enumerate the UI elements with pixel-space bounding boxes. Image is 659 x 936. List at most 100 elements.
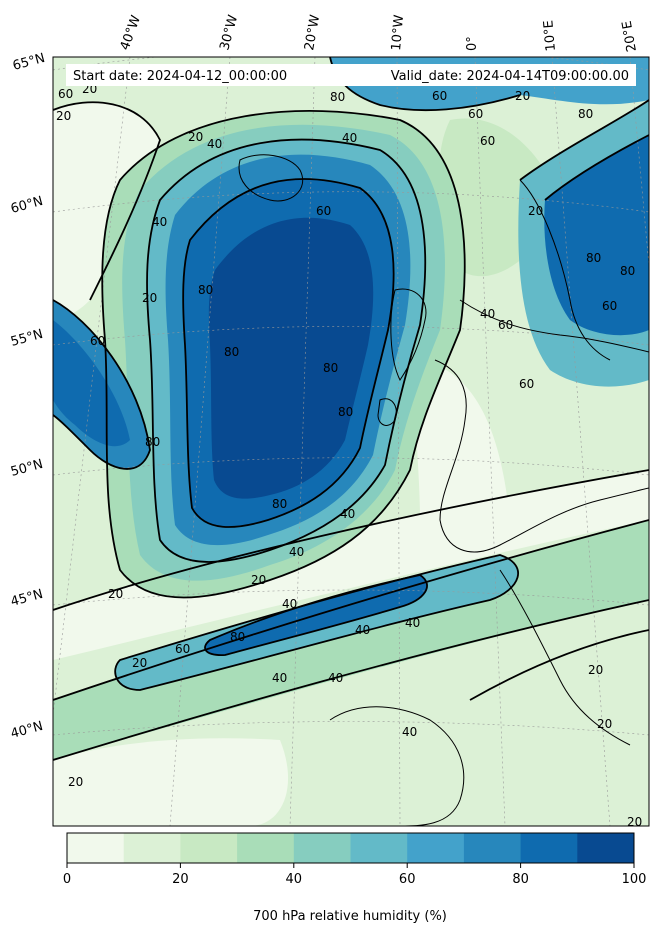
- contour-label: 80: [586, 251, 601, 265]
- contour-label: 60: [90, 334, 105, 348]
- colorbar-swatch: [463, 833, 522, 863]
- lon-label: 10°E: [541, 20, 559, 52]
- longitude-labels: 40°W 30°W 20°W 10°W 0° 10°E 20°E: [118, 13, 640, 53]
- contour-label: 40: [207, 137, 222, 151]
- valid-date-text: Valid_date: 2024-04-14T09:00:00.00: [391, 69, 629, 84]
- contour-label: 20: [597, 717, 612, 731]
- humid-core-west: [53, 320, 130, 447]
- colorbar-ticks: 0 20 40 60 80 100: [63, 863, 647, 887]
- colorbar-tick-label: 0: [63, 872, 71, 887]
- coast-ireland: [377, 398, 397, 426]
- contour-label: 40: [282, 597, 297, 611]
- colorbar-title: 700 hPa relative humidity (%): [253, 909, 447, 924]
- contour-label: 40: [289, 545, 304, 559]
- colorbar-swatch: [180, 833, 238, 863]
- contour-label: 80: [198, 283, 213, 297]
- contour-label: 60: [316, 204, 331, 218]
- contour-label: 20: [56, 109, 71, 123]
- contour-label: 60: [175, 642, 190, 656]
- humid-core-northeast: [544, 135, 649, 336]
- lat-label: 60°N: [9, 194, 45, 217]
- coastlines: [238, 154, 649, 826]
- contour-label: 80: [145, 435, 160, 449]
- map-frame: [52, 56, 650, 827]
- coast-italy: [499, 569, 631, 746]
- lon-label: 30°W: [217, 13, 241, 52]
- colorbar-tick-label: 40: [286, 872, 303, 887]
- dry-zone-southwest: [53, 738, 289, 826]
- contour-label: 40: [342, 131, 357, 145]
- contour-label: 40: [402, 725, 417, 739]
- contour-label: 80: [272, 497, 287, 511]
- graticule: [53, 57, 649, 826]
- coast-iceland: [238, 154, 304, 202]
- colorbar-swatch: [577, 833, 635, 863]
- contour-label: 40: [152, 215, 167, 229]
- contour-label: 40: [480, 307, 495, 321]
- contour-label: 80: [578, 107, 593, 121]
- contour-label: 40: [340, 507, 355, 521]
- coast-europe-west: [434, 359, 649, 553]
- coast-iberia: [329, 706, 465, 826]
- start-date-text: Start date: 2024-04-12_00:00:00: [73, 69, 287, 84]
- contour-label: 20: [132, 656, 147, 670]
- contour-label-group: 20 40 20 40 80 60 40 80 80 80 80 60 80 8…: [56, 82, 642, 829]
- colorbar-swatch: [237, 833, 295, 863]
- contour-label: 60: [480, 134, 495, 148]
- contour-label: 80: [620, 264, 635, 278]
- contour-label: 60: [468, 107, 483, 121]
- contour-label: 20: [515, 89, 530, 103]
- contour-label: 40: [355, 623, 370, 637]
- colorbar-tick-label: 60: [399, 872, 416, 887]
- humid-core: [208, 217, 374, 499]
- lat-label: 65°N: [11, 51, 47, 74]
- lat-label: 40°N: [9, 719, 45, 742]
- contour-label: 20: [627, 815, 642, 829]
- colorbar: 0 20 40 60 80 100 700 hPa relative humidity (…: [63, 832, 647, 924]
- contour-label: 60: [432, 89, 447, 103]
- colorbar-tick-label: 80: [512, 872, 529, 887]
- colorbar-swatch: [123, 833, 181, 863]
- contour-label: 40: [272, 671, 287, 685]
- coast-scandinavia: [519, 179, 611, 361]
- colorbar-swatch: [293, 833, 351, 863]
- latitude-labels: 65°N 60°N 55°N 50°N 45°N 40°N: [9, 51, 47, 742]
- lon-label: 10°W: [389, 14, 407, 51]
- contour-label: 80: [338, 405, 353, 419]
- contour-label: 60: [602, 299, 617, 313]
- lat-label: 45°N: [9, 587, 45, 610]
- lon-label: 20°W: [302, 14, 323, 52]
- coast-baltic: [459, 299, 649, 353]
- contour-label: 20: [68, 775, 83, 789]
- contour-label: 20: [588, 663, 603, 677]
- contour-label: 80: [224, 345, 239, 359]
- contour-label: 80: [330, 90, 345, 104]
- colorbar-swatch: [407, 833, 465, 863]
- contour-label: 60: [519, 377, 534, 391]
- contour-label: 60: [58, 87, 73, 101]
- contour-label: 40: [405, 616, 420, 630]
- lat-label: 50°N: [9, 457, 45, 480]
- contour-label: 80: [230, 630, 245, 644]
- contour-label: 80: [323, 361, 338, 375]
- colorbar-swatch: [67, 833, 125, 863]
- contour-label: 40: [328, 671, 343, 685]
- lon-label: 40°W: [118, 13, 144, 52]
- contour-label: 20: [528, 204, 543, 218]
- contour-label: 20: [251, 573, 266, 587]
- colorbar-tick-label: 20: [172, 872, 189, 887]
- colorbar-swatch: [350, 833, 408, 863]
- contour-lines: [53, 57, 649, 761]
- colorbar-frame: [66, 832, 635, 864]
- date-header: [66, 64, 636, 86]
- dry-zone-continent: [415, 360, 510, 550]
- humidity-map: 20 40 20 40 80 60 40 80 80 80 80 60 80 8…: [53, 57, 649, 829]
- lon-label: 0°: [465, 36, 480, 51]
- contour-label: 60: [498, 318, 513, 332]
- lat-label: 55°N: [9, 327, 45, 350]
- colorbar-swatch: [520, 833, 578, 863]
- contour-label: 20: [142, 291, 157, 305]
- colorbar-swatches: [67, 833, 635, 863]
- colorbar-tick-label: 100: [622, 872, 647, 887]
